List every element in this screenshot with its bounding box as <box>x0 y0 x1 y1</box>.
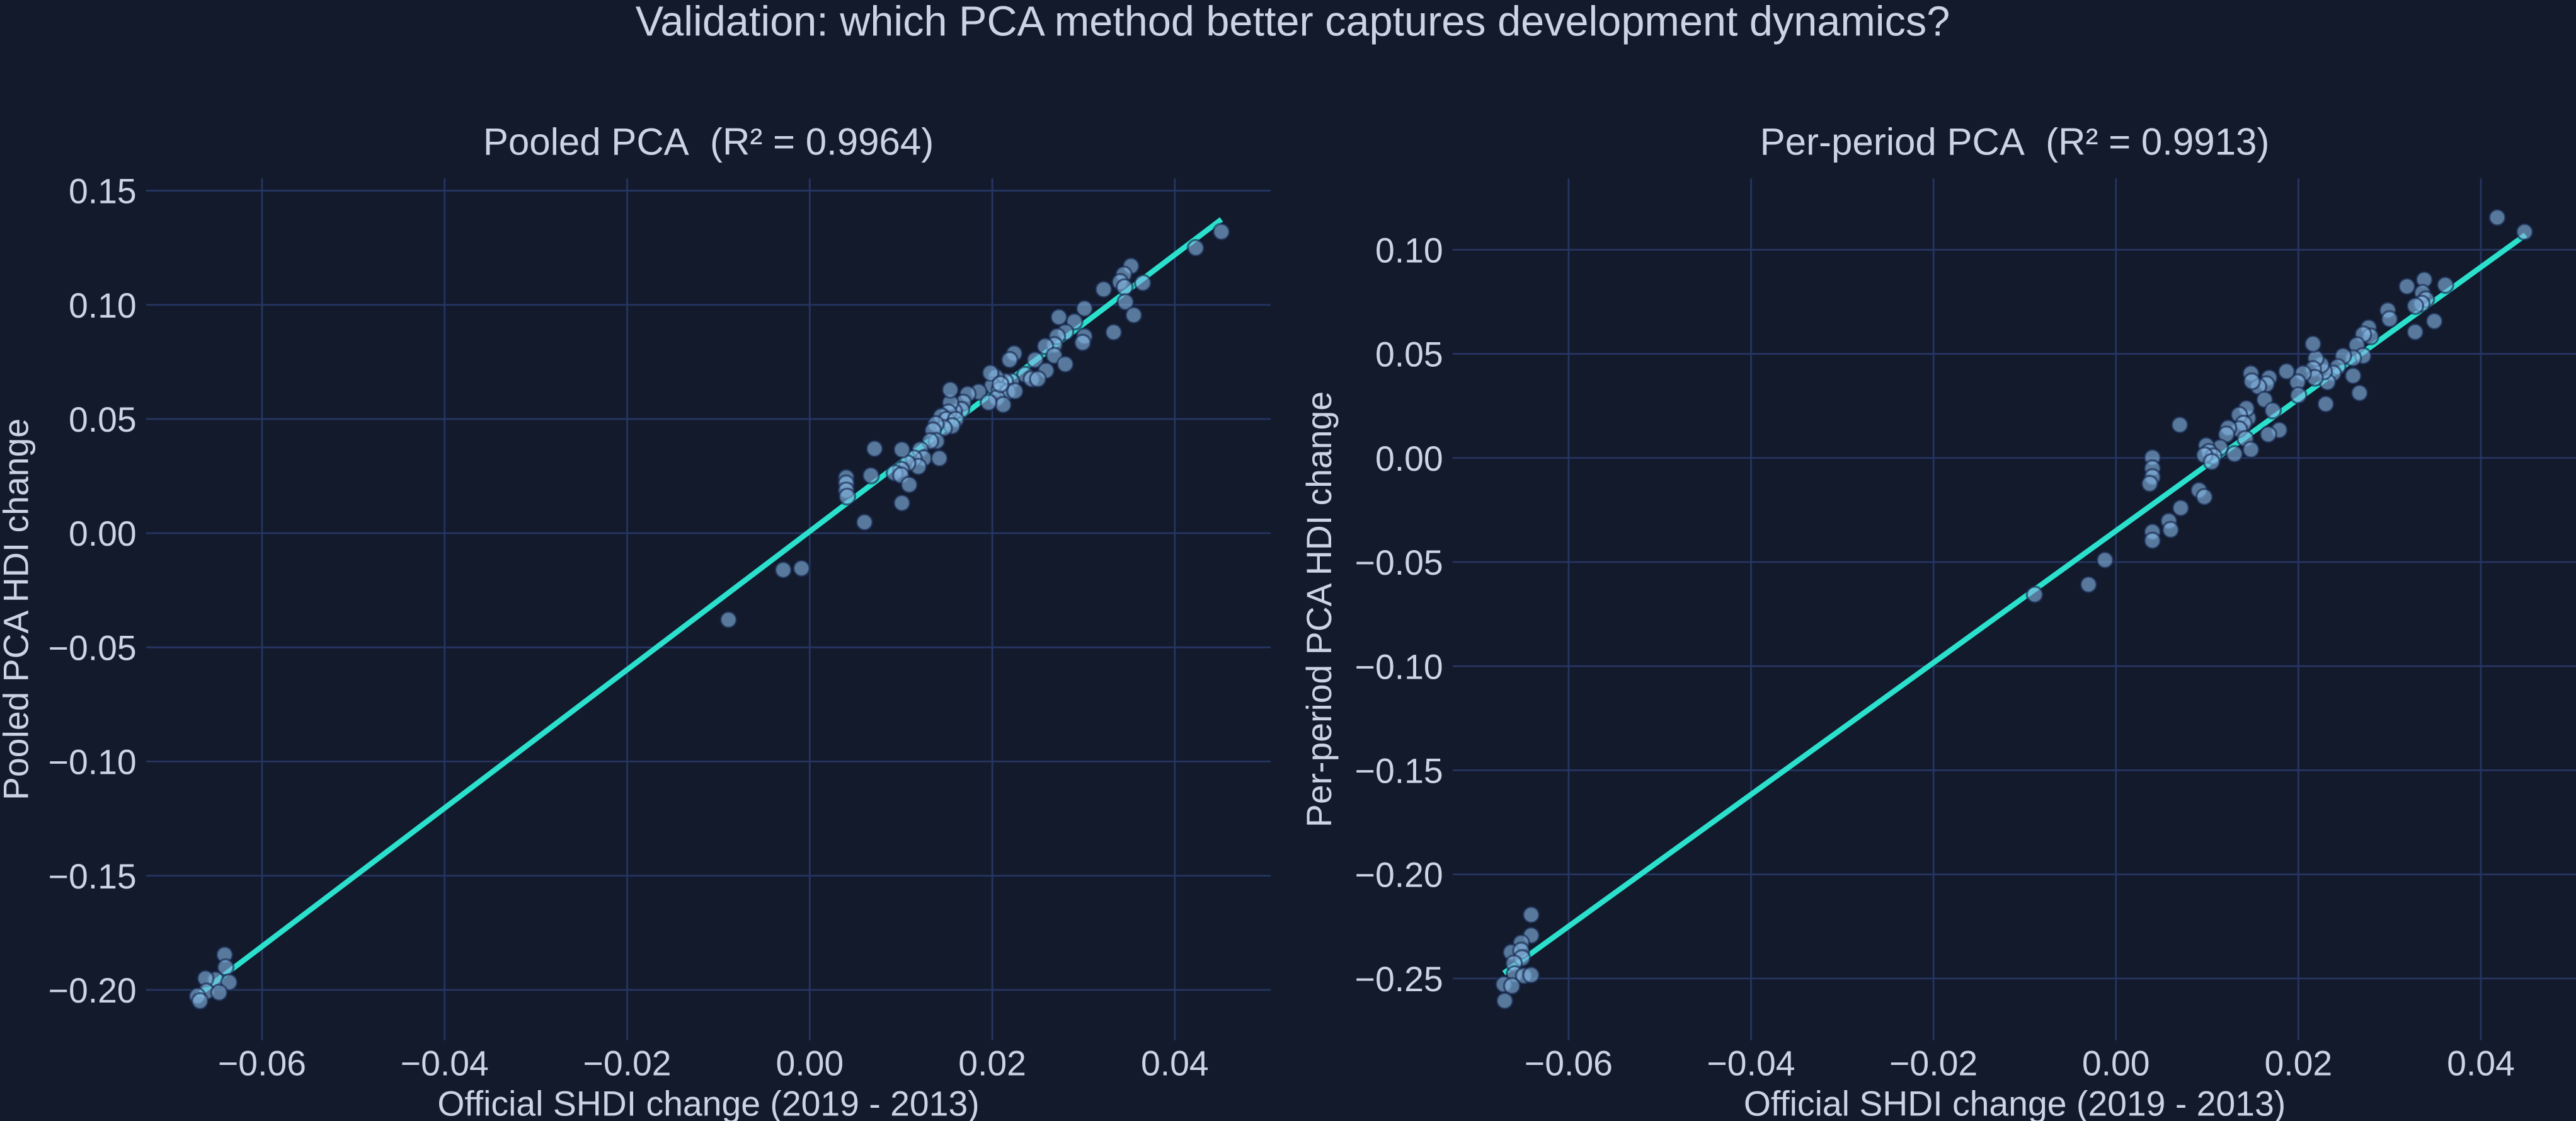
svg-text:Per-period PCA (R² = 0.9913): Per-period PCA (R² = 0.9913) <box>1760 121 2270 163</box>
svg-text:0.00: 0.00 <box>69 514 137 553</box>
svg-text:−0.05: −0.05 <box>49 628 137 667</box>
svg-text:0.02: 0.02 <box>2264 1043 2332 1083</box>
svg-text:0.02: 0.02 <box>958 1043 1026 1083</box>
svg-text:Pooled PCA (R² = 0.9964): Pooled PCA (R² = 0.9964) <box>483 121 934 163</box>
svg-text:−0.04: −0.04 <box>1707 1043 1795 1083</box>
svg-text:−0.04: −0.04 <box>401 1043 489 1083</box>
svg-text:0.00: 0.00 <box>776 1043 844 1083</box>
svg-text:Per-period PCA HDI change: Per-period PCA HDI change <box>1300 391 1339 827</box>
svg-text:0.15: 0.15 <box>69 172 137 211</box>
svg-text:−0.20: −0.20 <box>1355 856 1443 895</box>
svg-text:−0.15: −0.15 <box>1355 751 1443 790</box>
svg-text:−0.20: −0.20 <box>49 971 137 1010</box>
svg-text:−0.02: −0.02 <box>1889 1043 1978 1083</box>
svg-text:0.04: 0.04 <box>2447 1043 2515 1083</box>
svg-text:−0.06: −0.06 <box>218 1043 306 1083</box>
svg-text:−0.06: −0.06 <box>1525 1043 1613 1083</box>
svg-text:Validation: which PCA method b: Validation: which PCA method better capt… <box>636 0 1950 45</box>
svg-text:0.10: 0.10 <box>69 286 137 325</box>
svg-text:−0.05: −0.05 <box>1355 543 1443 582</box>
svg-text:−0.02: −0.02 <box>583 1043 672 1083</box>
svg-text:0.00: 0.00 <box>1375 439 1443 478</box>
svg-text:−0.15: −0.15 <box>49 857 137 896</box>
svg-text:0.05: 0.05 <box>1375 335 1443 374</box>
svg-text:−0.10: −0.10 <box>1355 647 1443 686</box>
svg-text:0.04: 0.04 <box>1141 1043 1209 1083</box>
svg-text:0.10: 0.10 <box>1375 231 1443 270</box>
svg-text:Official SHDI change (2019 - 2: Official SHDI change (2019 - 2013) <box>437 1084 979 1121</box>
svg-text:0.00: 0.00 <box>2082 1043 2150 1083</box>
svg-text:−0.25: −0.25 <box>1355 960 1443 999</box>
svg-text:−0.10: −0.10 <box>49 743 137 782</box>
svg-text:Official SHDI change (2019 - 2: Official SHDI change (2019 - 2013) <box>1744 1084 2286 1121</box>
svg-text:0.05: 0.05 <box>69 400 137 439</box>
svg-text:Pooled PCA HDI change: Pooled PCA HDI change <box>0 418 35 800</box>
